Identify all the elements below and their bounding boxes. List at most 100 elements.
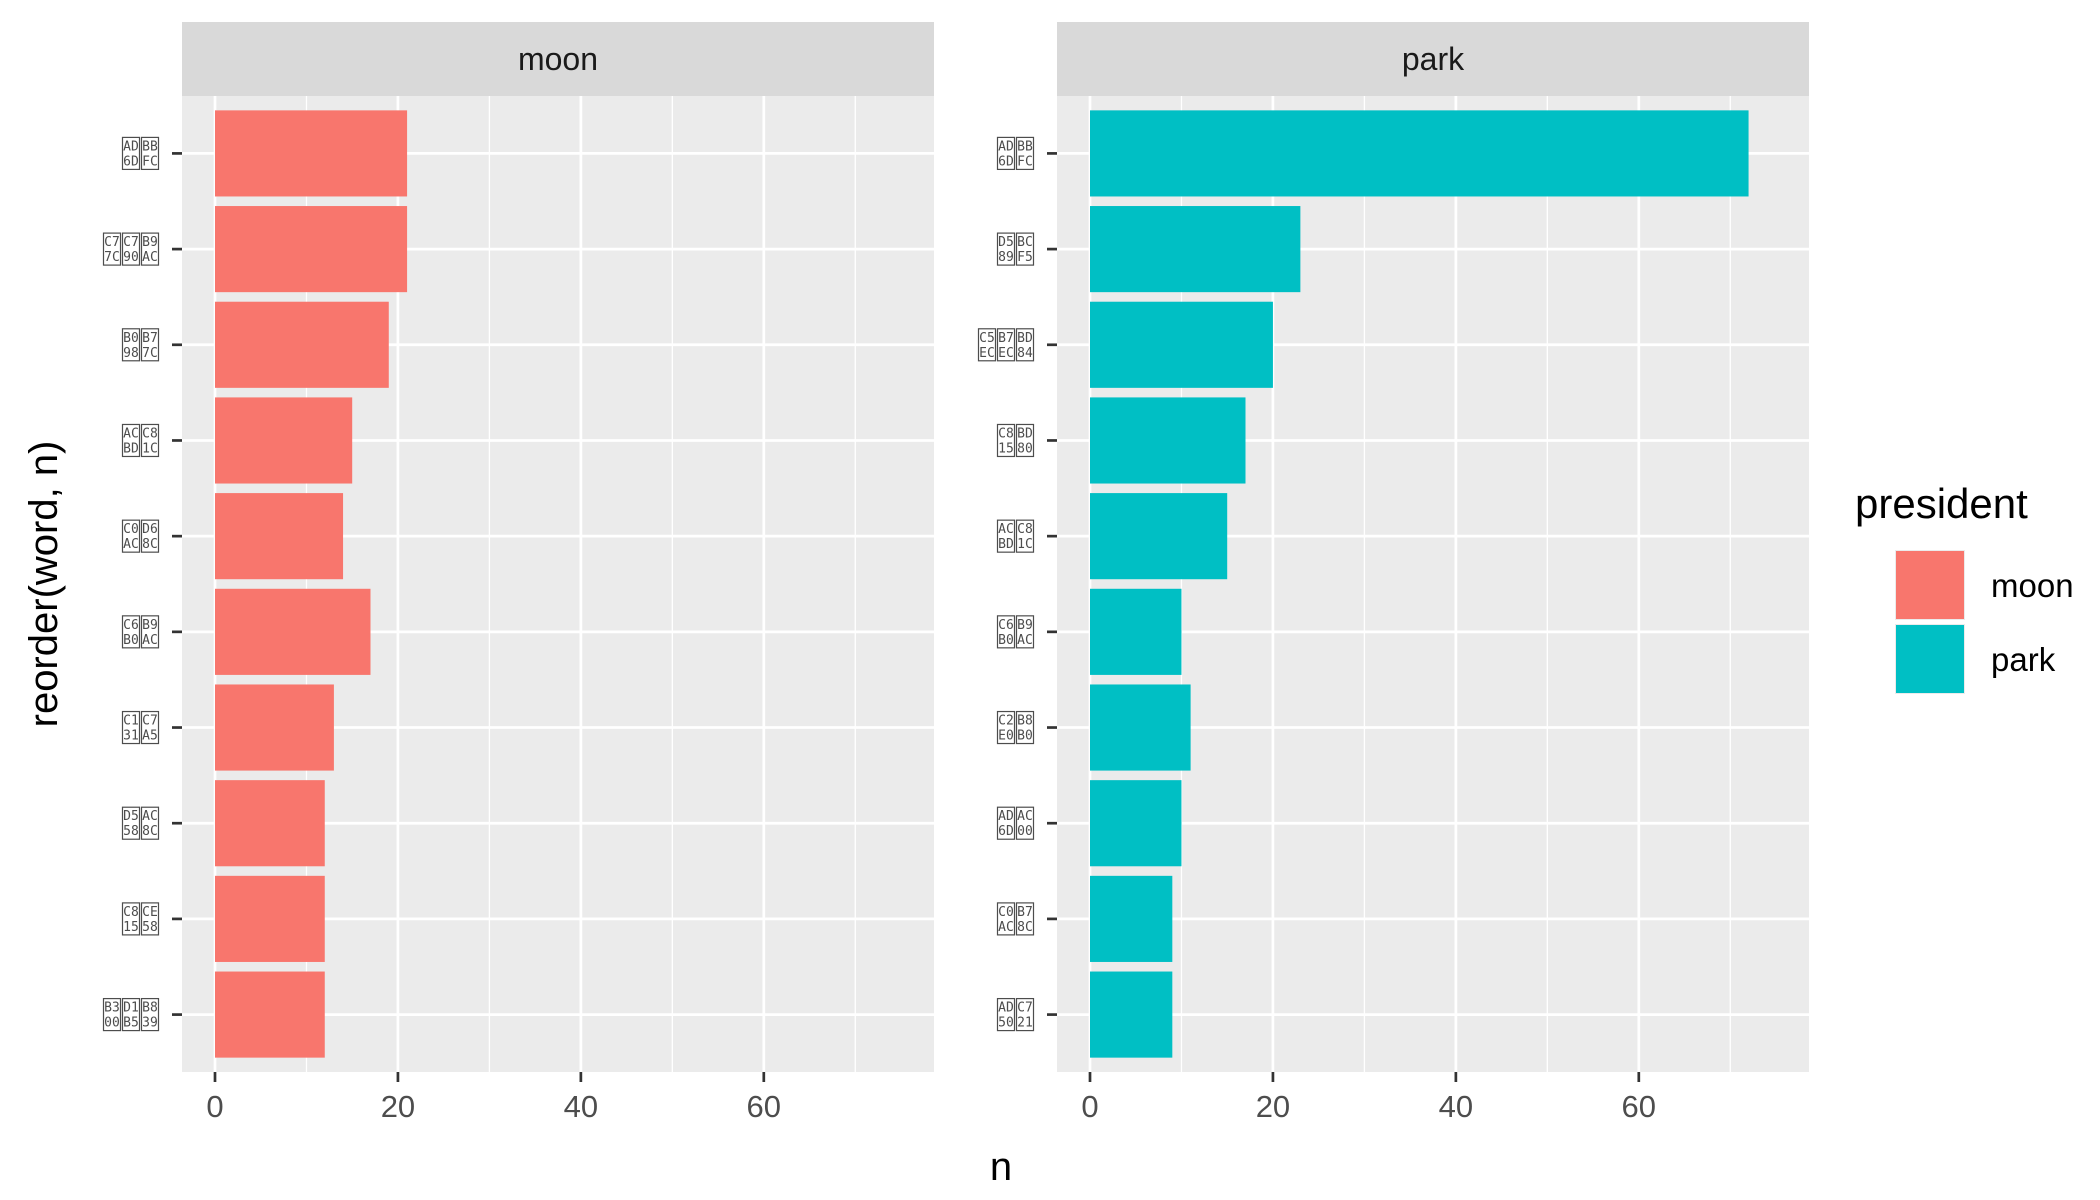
missing-glyph-box xyxy=(140,615,160,649)
glyph-code-bottom: A5 xyxy=(142,729,158,744)
glyph-code-bottom: 6D xyxy=(998,154,1014,169)
missing-glyph-box xyxy=(996,710,1016,745)
glyph-code-bottom: 8C xyxy=(142,824,158,839)
facet-panel-moon: moonAD6DBBFCC77CC790B9ACB098B77CACBDC81C… xyxy=(102,22,934,1124)
glyph-code-top: D5 xyxy=(123,809,139,824)
legend-key-moon xyxy=(1896,551,1964,619)
x-tick-label: 60 xyxy=(747,1089,781,1124)
glyph-code-bottom: EC xyxy=(998,346,1014,361)
glyph-code-top: B7 xyxy=(142,331,158,346)
glyph-code-top: C7 xyxy=(104,235,120,250)
missing-glyph-box xyxy=(996,519,1016,553)
glyph-code-top: B7 xyxy=(1017,905,1033,920)
missing-glyph-box xyxy=(121,232,141,266)
glyph-code-top: AD xyxy=(998,809,1014,824)
bar-moon-4 xyxy=(215,493,344,580)
bar-moon-5 xyxy=(215,588,371,675)
bar-park-2 xyxy=(1090,301,1273,388)
glyph-code-top: C0 xyxy=(123,522,139,537)
missing-glyph-box xyxy=(996,136,1016,171)
missing-glyph-box xyxy=(102,997,122,1032)
glyph-code-top: C8 xyxy=(1017,522,1033,537)
glyph-code-top: B9 xyxy=(1017,618,1033,633)
bar-park-4 xyxy=(1090,493,1228,580)
missing-glyph-box xyxy=(140,423,160,458)
bar-moon-7 xyxy=(215,780,325,867)
glyph-code-bottom: 00 xyxy=(104,1016,120,1031)
glyph-code-bottom: 7C xyxy=(142,346,158,361)
facet-strip xyxy=(1057,22,1809,96)
missing-glyph-box xyxy=(977,328,997,362)
glyph-code-bottom: 8C xyxy=(1017,920,1033,935)
bar-moon-2 xyxy=(215,301,389,388)
bar-park-1 xyxy=(1090,206,1301,293)
glyph-code-top: C8 xyxy=(123,905,139,920)
glyph-code-top: BB xyxy=(142,139,158,154)
glyph-code-top: C2 xyxy=(998,714,1014,729)
glyph-code-bottom: FC xyxy=(1017,154,1033,169)
missing-glyph-box xyxy=(140,806,160,840)
missing-glyph-box xyxy=(140,328,160,362)
glyph-code-top: BB xyxy=(1017,139,1033,154)
missing-glyph-box xyxy=(121,423,141,458)
glyph-code-top: C8 xyxy=(142,426,158,441)
bar-park-8 xyxy=(1090,875,1173,962)
bar-moon-0 xyxy=(215,110,408,197)
glyph-code-top: B7 xyxy=(998,331,1014,346)
glyph-code-bottom: 15 xyxy=(998,441,1014,456)
glyph-code-bottom: 58 xyxy=(142,920,158,935)
glyph-code-top: AC xyxy=(998,522,1014,537)
glyph-code-top: BD xyxy=(1017,331,1033,346)
glyph-code-bottom: AC xyxy=(1017,633,1033,648)
glyph-code-top: B0 xyxy=(123,331,139,346)
glyph-code-top: C7 xyxy=(142,714,158,729)
glyph-code-bottom: 7C xyxy=(104,250,120,265)
legend-label-moon: moon xyxy=(1991,567,2074,604)
glyph-code-bottom: 31 xyxy=(123,729,139,744)
glyph-code-top: AC xyxy=(123,426,139,441)
missing-glyph-box xyxy=(1015,902,1035,936)
glyph-code-bottom: 90 xyxy=(123,250,139,265)
glyph-code-top: AD xyxy=(998,139,1014,154)
glyph-code-top: B9 xyxy=(142,618,158,633)
x-tick-label: 40 xyxy=(1439,1089,1473,1124)
bar-moon-8 xyxy=(215,875,325,962)
facet-panel-park: parkAD6DBBFCD589BCF5C5ECB7ECBD84C815BD80… xyxy=(977,22,1809,1124)
missing-glyph-box xyxy=(1015,423,1035,458)
glyph-code-top: BC xyxy=(1017,235,1033,250)
x-tick-label: 0 xyxy=(1081,1089,1098,1124)
glyph-code-top: B9 xyxy=(142,235,158,250)
glyph-code-bottom: 1C xyxy=(1017,537,1033,552)
glyph-code-top: C5 xyxy=(979,331,995,346)
x-tick-label: 20 xyxy=(381,1089,415,1124)
missing-glyph-box xyxy=(140,136,160,171)
glyph-code-bottom: 84 xyxy=(1017,346,1033,361)
glyph-code-bottom: 6D xyxy=(998,824,1014,839)
missing-glyph-box xyxy=(140,232,160,266)
glyph-code-bottom: 15 xyxy=(123,920,139,935)
glyph-code-bottom: E0 xyxy=(998,729,1014,744)
glyph-code-top: C0 xyxy=(998,905,1014,920)
glyph-code-top: AC xyxy=(1017,809,1033,824)
glyph-code-top: C8 xyxy=(998,426,1014,441)
glyph-code-top: D5 xyxy=(998,235,1014,250)
missing-glyph-box xyxy=(1015,615,1035,649)
x-tick-label: 0 xyxy=(206,1089,223,1124)
missing-glyph-box xyxy=(140,997,160,1032)
missing-glyph-box xyxy=(121,328,141,362)
glyph-code-top: AD xyxy=(123,139,139,154)
glyph-code-top: CE xyxy=(142,905,158,920)
missing-glyph-box xyxy=(996,997,1016,1032)
glyph-code-top: B8 xyxy=(1017,714,1033,729)
bar-park-7 xyxy=(1090,780,1182,867)
glyph-code-top: C1 xyxy=(123,714,139,729)
glyph-code-top: C7 xyxy=(123,235,139,250)
glyph-code-top: C7 xyxy=(1017,1001,1033,1016)
